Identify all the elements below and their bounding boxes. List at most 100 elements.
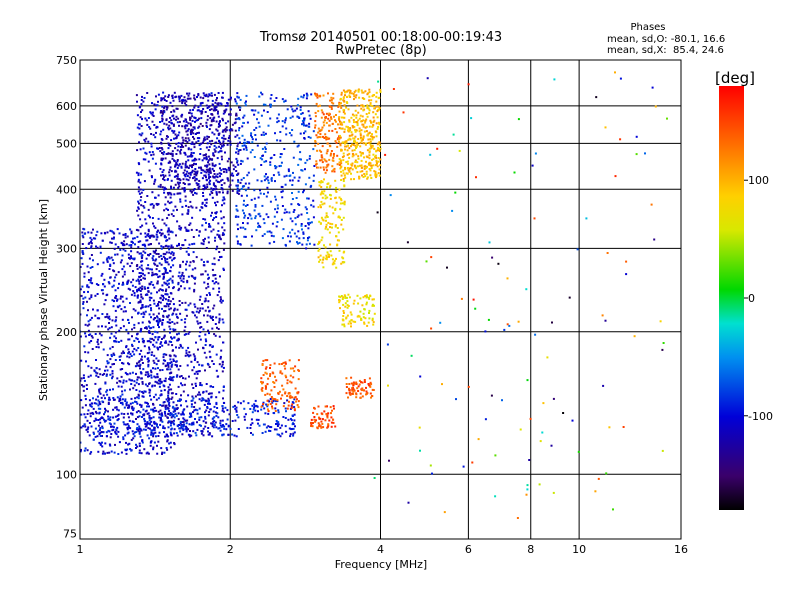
data-point bbox=[189, 189, 192, 192]
data-point bbox=[274, 195, 277, 198]
data-point bbox=[182, 390, 185, 393]
data-point bbox=[221, 204, 223, 207]
data-point bbox=[292, 432, 295, 435]
data-point bbox=[147, 363, 150, 366]
data-point bbox=[167, 413, 170, 416]
data-point bbox=[80, 330, 82, 333]
chart-subtitle: RwPretec (8p) bbox=[335, 43, 426, 58]
data-point bbox=[122, 350, 125, 353]
data-point bbox=[407, 501, 410, 504]
data-point bbox=[179, 277, 182, 280]
data-point bbox=[306, 197, 309, 200]
data-point bbox=[276, 423, 279, 425]
data-point bbox=[269, 398, 272, 400]
data-point bbox=[222, 232, 225, 235]
data-point bbox=[157, 312, 160, 315]
data-point bbox=[111, 372, 114, 375]
data-point bbox=[278, 173, 281, 176]
data-point bbox=[324, 405, 327, 408]
data-point bbox=[257, 196, 260, 199]
data-point bbox=[202, 154, 205, 157]
data-point bbox=[181, 162, 184, 165]
data-point bbox=[194, 179, 197, 182]
data-point bbox=[125, 404, 128, 407]
data-point bbox=[211, 327, 214, 330]
data-point bbox=[551, 321, 553, 324]
data-point bbox=[237, 215, 240, 218]
data-point bbox=[126, 355, 129, 358]
data-point bbox=[534, 152, 537, 155]
data-point bbox=[150, 376, 153, 379]
data-point bbox=[321, 156, 324, 159]
data-point bbox=[355, 383, 358, 385]
data-point bbox=[110, 433, 113, 435]
data-point bbox=[199, 338, 202, 341]
data-point bbox=[326, 426, 329, 429]
data-point bbox=[360, 104, 363, 107]
data-point bbox=[160, 254, 163, 257]
data-point bbox=[185, 130, 188, 133]
data-point bbox=[228, 136, 230, 139]
data-point bbox=[264, 146, 267, 149]
data-point bbox=[204, 309, 207, 312]
data-point bbox=[188, 435, 191, 438]
data-point bbox=[185, 120, 188, 123]
data-point bbox=[219, 429, 222, 432]
data-point bbox=[265, 386, 267, 389]
data-point bbox=[309, 117, 312, 120]
data-point bbox=[244, 141, 247, 144]
data-point bbox=[182, 412, 184, 415]
data-point bbox=[171, 420, 173, 423]
data-point bbox=[342, 228, 345, 231]
data-point bbox=[342, 319, 345, 322]
data-point bbox=[172, 303, 175, 306]
data-point bbox=[602, 384, 605, 387]
data-point bbox=[242, 121, 245, 124]
data-point bbox=[83, 413, 86, 416]
data-point bbox=[359, 141, 362, 144]
data-point bbox=[345, 377, 348, 380]
data-point bbox=[263, 233, 266, 236]
data-point bbox=[319, 129, 322, 132]
data-point bbox=[146, 92, 149, 94]
data-point bbox=[201, 177, 204, 180]
data-point bbox=[182, 429, 185, 431]
data-point bbox=[224, 122, 227, 125]
data-point bbox=[286, 382, 289, 385]
data-point bbox=[266, 399, 269, 402]
data-point bbox=[82, 307, 85, 310]
data-point bbox=[181, 100, 184, 103]
data-point bbox=[89, 281, 92, 284]
data-point bbox=[341, 298, 344, 300]
data-point bbox=[110, 230, 113, 233]
data-point bbox=[185, 400, 188, 403]
data-point bbox=[210, 124, 213, 127]
data-point bbox=[203, 184, 206, 187]
data-point bbox=[345, 383, 348, 385]
data-point bbox=[171, 122, 173, 125]
data-point bbox=[175, 153, 178, 155]
data-point bbox=[276, 399, 279, 402]
data-point bbox=[169, 307, 172, 310]
data-point bbox=[354, 161, 357, 163]
data-point bbox=[267, 179, 270, 182]
data-point bbox=[326, 251, 329, 254]
data-point bbox=[134, 400, 136, 403]
data-point bbox=[384, 153, 387, 156]
data-point bbox=[94, 371, 97, 374]
data-point bbox=[425, 260, 428, 263]
data-point bbox=[139, 226, 142, 229]
data-point bbox=[320, 109, 323, 112]
data-point bbox=[312, 199, 315, 202]
data-point bbox=[142, 414, 145, 417]
plot-frame bbox=[79, 59, 682, 540]
data-point bbox=[299, 109, 302, 111]
data-point bbox=[202, 390, 205, 393]
data-point bbox=[355, 145, 358, 148]
data-point bbox=[314, 163, 317, 166]
data-point bbox=[259, 189, 261, 192]
data-point bbox=[205, 201, 208, 204]
data-point bbox=[283, 100, 286, 103]
data-point bbox=[184, 226, 187, 229]
data-point bbox=[164, 236, 167, 239]
